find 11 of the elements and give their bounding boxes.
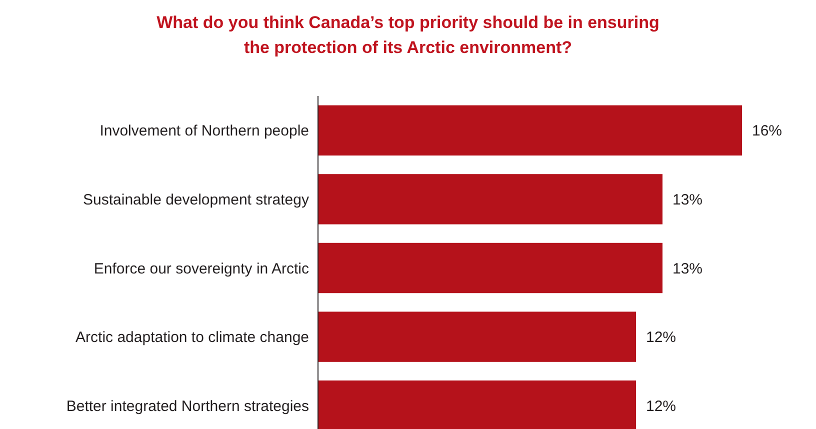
data-label: 12% [646,398,676,415]
data-label: 12% [646,329,676,346]
data-label: 16% [752,122,782,140]
y-tick-label: Better integrated Northern strategies [66,398,309,415]
y-tick-label: Arctic adaptation to climate change [76,329,309,346]
data-label: 13% [672,260,703,278]
y-tick-label: Involvement of Northern people [100,122,309,140]
chart-title: What do you think Canada’s top priority should be in ensuring the protection of its Arctic environment? [156,13,660,57]
y-tick-label: Sustainable development strategy [83,191,310,208]
data-label: 13% [672,191,703,208]
y-tick-label: Enforce our sovereignty in Arctic [94,260,310,278]
